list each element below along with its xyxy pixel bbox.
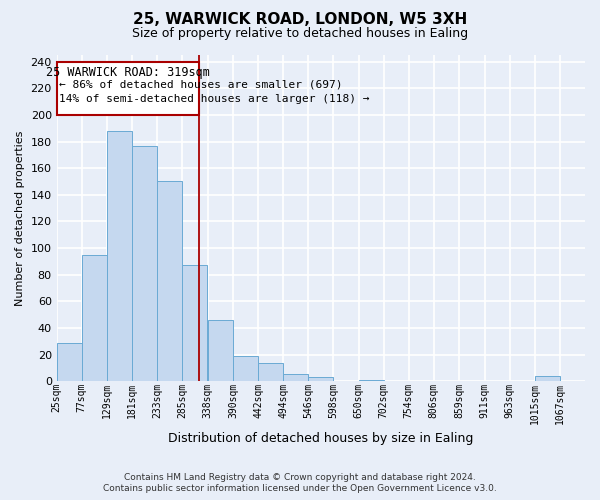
Text: Contains public sector information licensed under the Open Government Licence v3: Contains public sector information licen… bbox=[103, 484, 497, 493]
Bar bbox=[132, 146, 157, 381]
Bar bbox=[308, 377, 334, 381]
Bar bbox=[107, 131, 132, 381]
Y-axis label: Number of detached properties: Number of detached properties bbox=[15, 130, 25, 306]
Bar bbox=[82, 254, 107, 381]
FancyBboxPatch shape bbox=[56, 62, 199, 115]
Text: Size of property relative to detached houses in Ealing: Size of property relative to detached ho… bbox=[132, 28, 468, 40]
Bar bbox=[56, 342, 82, 381]
Text: 25 WARWICK ROAD: 319sqm: 25 WARWICK ROAD: 319sqm bbox=[46, 66, 209, 78]
Text: 14% of semi-detached houses are larger (118) →: 14% of semi-detached houses are larger (… bbox=[59, 94, 370, 104]
Bar bbox=[283, 374, 308, 381]
Bar bbox=[359, 380, 383, 381]
Bar bbox=[258, 362, 283, 381]
Bar bbox=[208, 320, 233, 381]
Text: Contains HM Land Registry data © Crown copyright and database right 2024.: Contains HM Land Registry data © Crown c… bbox=[124, 472, 476, 482]
X-axis label: Distribution of detached houses by size in Ealing: Distribution of detached houses by size … bbox=[168, 432, 473, 445]
Bar bbox=[233, 356, 258, 381]
Bar bbox=[535, 376, 560, 381]
Bar bbox=[182, 266, 208, 381]
Bar bbox=[157, 182, 182, 381]
Text: ← 86% of detached houses are smaller (697): ← 86% of detached houses are smaller (69… bbox=[59, 80, 343, 90]
Text: 25, WARWICK ROAD, LONDON, W5 3XH: 25, WARWICK ROAD, LONDON, W5 3XH bbox=[133, 12, 467, 28]
